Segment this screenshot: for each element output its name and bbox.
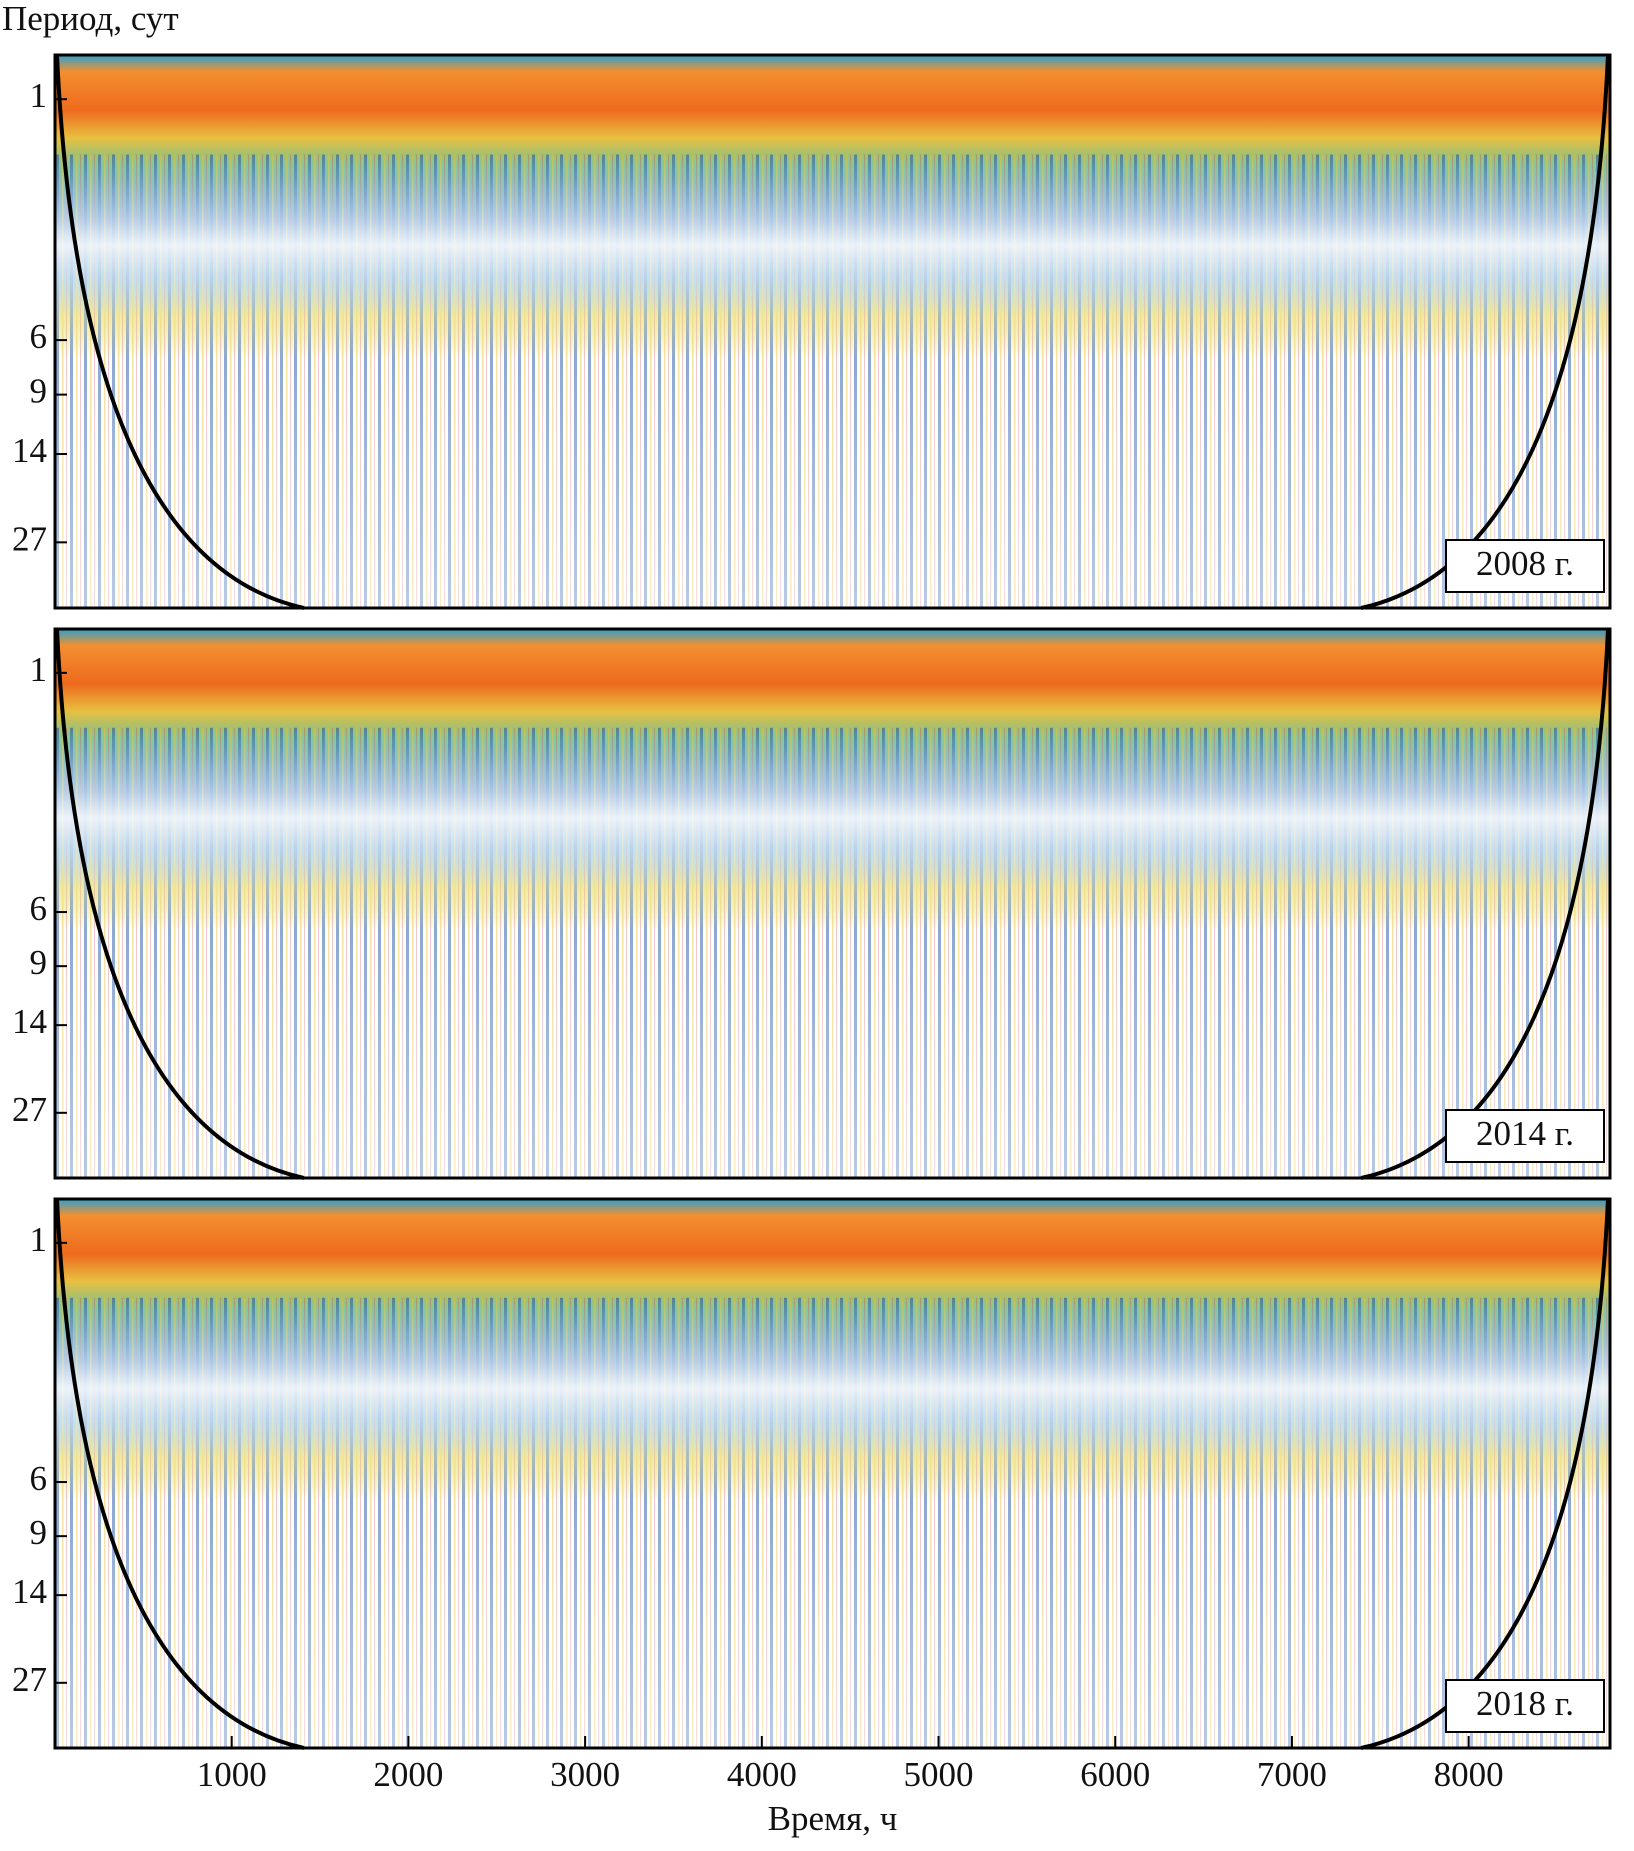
x-tick-label: 4000 bbox=[727, 1755, 797, 1794]
y-tick-label: 1 bbox=[30, 1220, 48, 1259]
annotation-box bbox=[1445, 1109, 1605, 1163]
annotation: 2008 г. bbox=[1476, 544, 1574, 583]
x-tick-label: 2000 bbox=[373, 1755, 443, 1794]
x-tick-label: 5000 bbox=[904, 1755, 974, 1794]
x-tick-label: 6000 bbox=[1080, 1755, 1150, 1794]
annotation-box bbox=[1445, 539, 1605, 593]
cone-of-influence bbox=[55, 628, 1610, 1180]
annotation-box bbox=[1445, 1679, 1605, 1733]
y-tick-label: 1 bbox=[30, 650, 48, 689]
plot-frame bbox=[53, 53, 1612, 610]
annotation: 2018 г. bbox=[1476, 1684, 1574, 1723]
y-tick-label: 6 bbox=[30, 317, 48, 356]
x-tick-label: 7000 bbox=[1257, 1755, 1327, 1794]
scalogram-fade bbox=[55, 1297, 1610, 1748]
plot-frame bbox=[53, 627, 1612, 1180]
annotation: 2014 г. bbox=[1476, 1114, 1574, 1153]
scalogram-fade bbox=[55, 154, 1610, 609]
y-tick-label: 27 bbox=[12, 1090, 47, 1129]
x-axis-label: Время, ч bbox=[768, 1799, 898, 1838]
y-tick-label: 27 bbox=[12, 519, 47, 558]
plot-frame bbox=[53, 1197, 1612, 1750]
y-tick-label: 9 bbox=[30, 1513, 48, 1552]
y-tick-label: 6 bbox=[30, 1459, 48, 1498]
y-tick-label: 27 bbox=[12, 1660, 47, 1699]
x-tick-label: 3000 bbox=[550, 1755, 620, 1794]
x-tick-label: 1000 bbox=[197, 1755, 267, 1794]
y-tick-label: 14 bbox=[12, 1002, 47, 1041]
y-axis-label: Период, сут bbox=[2, 0, 179, 38]
cone-of-influence bbox=[55, 1198, 1610, 1750]
cone-of-influence bbox=[55, 54, 1610, 610]
y-tick-label: 14 bbox=[12, 431, 47, 470]
scalogram-fade bbox=[55, 727, 1610, 1178]
y-tick-label: 6 bbox=[30, 889, 48, 928]
y-tick-label: 9 bbox=[30, 372, 48, 411]
y-tick-label: 1 bbox=[30, 76, 48, 115]
y-tick-label: 9 bbox=[30, 943, 48, 982]
y-tick-label: 14 bbox=[12, 1572, 47, 1611]
x-tick-label: 8000 bbox=[1434, 1755, 1504, 1794]
